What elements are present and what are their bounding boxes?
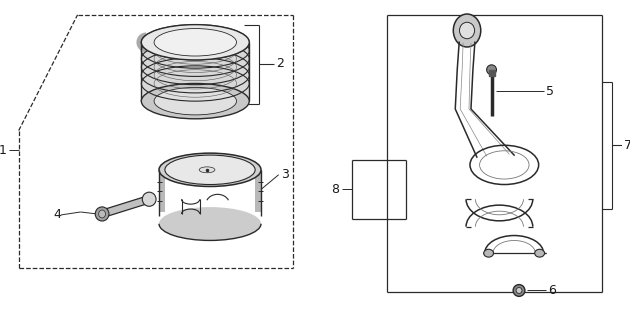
Ellipse shape: [142, 192, 156, 206]
Ellipse shape: [159, 207, 261, 240]
Wedge shape: [137, 32, 146, 52]
Ellipse shape: [165, 155, 255, 185]
Ellipse shape: [486, 65, 496, 75]
Text: 5: 5: [546, 85, 554, 98]
Ellipse shape: [95, 207, 109, 221]
Bar: [159, 170, 165, 212]
Ellipse shape: [154, 28, 236, 56]
Ellipse shape: [154, 87, 236, 115]
Ellipse shape: [459, 22, 474, 39]
Ellipse shape: [159, 153, 261, 187]
Ellipse shape: [454, 14, 481, 47]
Ellipse shape: [484, 249, 493, 257]
Text: 1: 1: [0, 144, 7, 157]
Ellipse shape: [513, 284, 525, 296]
Ellipse shape: [516, 288, 522, 293]
Text: 3: 3: [280, 168, 289, 181]
Text: 7: 7: [624, 139, 630, 152]
Bar: [255, 170, 261, 212]
Text: 6: 6: [549, 284, 556, 297]
Bar: [141, 42, 249, 101]
Polygon shape: [102, 195, 149, 218]
Ellipse shape: [199, 167, 215, 173]
Ellipse shape: [535, 249, 544, 257]
Ellipse shape: [141, 84, 249, 119]
Ellipse shape: [99, 210, 106, 218]
Text: 8: 8: [331, 183, 340, 196]
Text: 2: 2: [276, 57, 284, 70]
Ellipse shape: [141, 25, 249, 60]
Text: 4: 4: [53, 208, 61, 221]
